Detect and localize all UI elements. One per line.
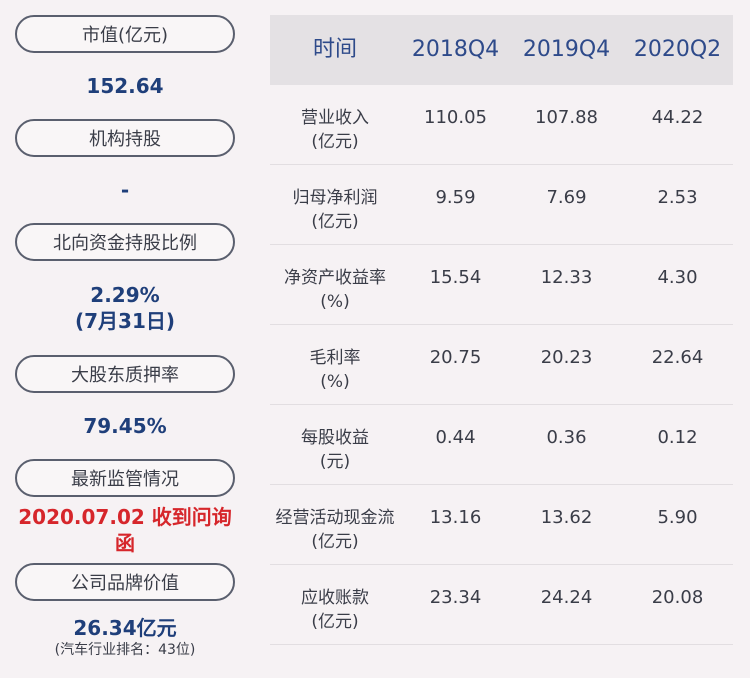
header-2018q4: 2018Q4 [411,37,500,62]
regulatory-status-label: 最新监管情况 [15,459,235,497]
row-name: 净资产收益率 [284,268,386,288]
row-name: 营业收入 [301,108,369,128]
institutional-holding-value-text: - [120,178,130,202]
northbound-holding-label: 北向资金持股比例 [15,223,235,261]
cell: 7.69 [546,187,587,208]
financial-table: 时间 2018Q4 2019Q4 2020Q2 营业收入 (亿元) 110.05… [270,15,733,645]
northbound-holding-date: (7月31日) [74,309,176,333]
row-unit: (元) [319,452,351,472]
cell: 22.64 [651,347,704,368]
market-cap-label: 市值(亿元) [15,15,235,53]
cell: 15.54 [429,267,482,288]
table-row: 毛利率 (%) 20.75 20.23 22.64 [270,325,733,405]
header-2020q2: 2020Q2 [633,37,722,62]
cell: 107.88 [535,107,598,128]
cell: 2.53 [657,187,698,208]
cell: 110.05 [424,107,487,128]
row-unit: (亿元) [311,132,359,152]
row-label: 应收账款 (亿元) [270,586,400,634]
row-label: 归母净利润 (亿元) [270,186,400,234]
cell: 20.08 [651,587,704,608]
table-row: 应收账款 (亿元) 23.34 24.24 20.08 [270,565,733,645]
row-unit: (%) [320,292,350,312]
row-name: 经营活动现金流 [275,508,395,528]
header-2019q4: 2019Q4 [522,37,611,62]
brand-value: 26.34亿元 (汽车行业排名：43位) [15,601,235,669]
row-unit: (%) [320,372,350,392]
row-label: 经营活动现金流 (亿元) [270,506,400,554]
row-label: 毛利率 (%) [270,346,400,394]
pledge-ratio-value-text: 79.45% [83,414,167,438]
cell: 13.62 [540,507,593,528]
row-unit: (亿元) [311,532,359,552]
key-metrics-panel: 市值(亿元) 152.64 机构持股 - 北向资金持股比例 2.29% (7月3… [15,15,235,669]
cell: 20.23 [540,347,593,368]
row-label: 每股收益 (元) [270,426,400,474]
northbound-holding-value: 2.29% (7月31日) [15,261,235,355]
table-row: 每股收益 (元) 0.44 0.36 0.12 [270,405,733,485]
row-name: 应收账款 [301,588,369,608]
cell: 9.59 [435,187,476,208]
row-label: 营业收入 (亿元) [270,106,400,154]
table-row: 经营活动现金流 (亿元) 13.16 13.62 5.90 [270,485,733,565]
cell: 0.44 [435,427,476,448]
header-period: 时间 [312,37,357,62]
brand-rank-text: (汽车行业排名：43位) [54,642,196,658]
row-name: 每股收益 [301,428,369,448]
row-unit: (亿元) [311,212,359,232]
table-row: 净资产收益率 (%) 15.54 12.33 4.30 [270,245,733,325]
northbound-holding-percent: 2.29% [90,283,160,307]
table-header: 时间 2018Q4 2019Q4 2020Q2 [270,15,733,85]
market-cap-value: 152.64 [15,53,235,119]
cell: 44.22 [651,107,704,128]
brand-value-text: 26.34亿元 [73,616,177,640]
pledge-ratio-value: 79.45% [15,393,235,459]
table-row: 营业收入 (亿元) 110.05 107.88 44.22 [270,85,733,165]
cell: 4.30 [657,267,698,288]
cell: 23.34 [429,587,482,608]
cell: 13.16 [429,507,482,528]
market-cap-value-text: 152.64 [86,74,164,98]
cell: 20.75 [429,347,482,368]
pledge-ratio-label: 大股东质押率 [15,355,235,393]
institutional-holding-label: 机构持股 [15,119,235,157]
cell: 0.36 [546,427,587,448]
institutional-holding-value: - [15,157,235,223]
row-name: 毛利率 [309,348,361,368]
row-unit: (亿元) [311,612,359,632]
cell: 24.24 [540,587,593,608]
table-row: 归母净利润 (亿元) 9.59 7.69 2.53 [270,165,733,245]
brand-value-label: 公司品牌价值 [15,563,235,601]
cell: 12.33 [540,267,593,288]
row-name: 归母净利润 [292,188,378,208]
regulatory-status-value-text: 2020.07.02 收到问询函 [18,505,232,555]
cell: 5.90 [657,507,698,528]
regulatory-status-value: 2020.07.02 收到问询函 [15,497,235,563]
cell: 0.12 [657,427,698,448]
row-label: 净资产收益率 (%) [270,266,400,314]
